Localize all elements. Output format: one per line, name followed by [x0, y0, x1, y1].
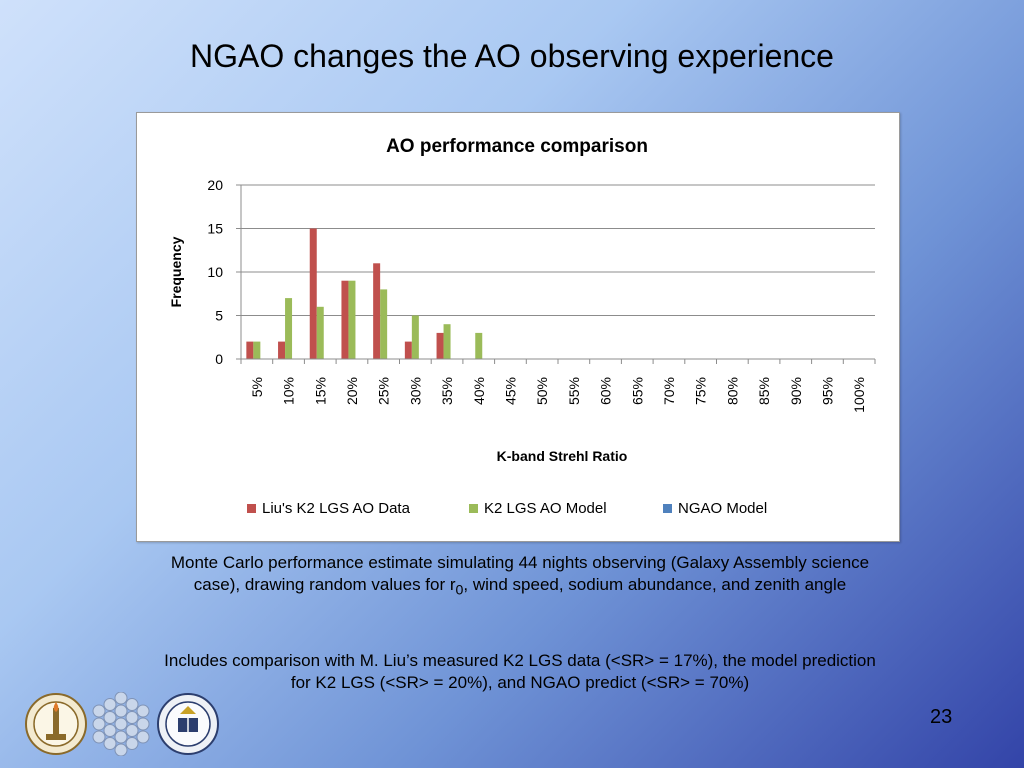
x-tick-label: 55%	[566, 377, 582, 405]
caption-1-text: Monte Carlo performance estimate simulat…	[170, 553, 870, 594]
slide-number: 23	[930, 706, 953, 728]
x-tick-label: 15%	[312, 377, 328, 405]
y-tick-label: 10	[207, 264, 223, 280]
bar-2	[411, 315, 419, 359]
x-tick-label: 70%	[661, 377, 677, 405]
caption-comparison: Includes comparison with M. Liu’s measur…	[164, 651, 876, 692]
chart-container: AO performance comparison 0 5 10 15 20 Frequen…	[136, 112, 900, 542]
x-tick-label: 60%	[598, 377, 614, 405]
chart-title: AO performance comparison	[386, 136, 648, 157]
bar-1	[278, 341, 286, 359]
x-tick-label: 95%	[819, 377, 835, 405]
bar-1	[309, 228, 317, 359]
x-tick-label: 90%	[788, 377, 804, 405]
bar-1	[341, 280, 349, 359]
caltech-seal-icon	[25, 693, 87, 755]
bar-2	[316, 306, 324, 359]
y-tick-label: 0	[215, 351, 223, 367]
caption-1-text-end: , wind speed, sodium abundance, and zeni…	[463, 575, 847, 594]
bar-1	[246, 341, 254, 359]
y-axis-label: Frequency	[168, 236, 184, 307]
bar-chart: AO performance comparison 0 5 10 15 20 Frequen…	[168, 136, 876, 517]
bar-2	[348, 280, 356, 359]
x-tick-label: 30%	[407, 377, 423, 405]
x-tick-label: 85%	[756, 377, 772, 405]
x-tick-label: 65%	[629, 377, 645, 405]
x-tick-label: 5%	[249, 377, 265, 397]
x-tick-label: 35%	[439, 377, 455, 405]
bar-1	[436, 332, 444, 359]
x-tick-label: 75%	[693, 377, 709, 405]
x-tick-label: 100%	[851, 377, 867, 413]
university-of-california-seal-icon	[157, 693, 219, 755]
caption-monte-carlo: Monte Carlo performance estimate simulat…	[160, 552, 880, 601]
bar-1	[404, 341, 412, 359]
legend-label-2: K2 LGS AO Model	[484, 500, 607, 517]
x-tick-label: 80%	[724, 377, 740, 405]
legend-swatch-3	[663, 504, 672, 513]
slide-title: NGAO changes the AO observing experience	[190, 38, 834, 74]
legend-swatch-1	[247, 504, 256, 513]
bar-2	[443, 324, 451, 359]
y-tick-label: 5	[215, 308, 223, 324]
legend-swatch-2	[469, 504, 478, 513]
bar-2	[253, 341, 261, 359]
x-axis-label: K-band Strehl Ratio	[497, 448, 628, 464]
bar-2	[285, 298, 293, 359]
legend-label-1: Liu's K2 LGS AO Data	[262, 500, 411, 517]
legend-label-3: NGAO Model	[678, 500, 767, 517]
logo-row	[24, 692, 224, 756]
bar-2	[475, 332, 483, 359]
x-tick-label: 20%	[344, 377, 360, 405]
keck-mirror-segments-icon	[92, 692, 150, 756]
x-tick-label: 50%	[534, 377, 550, 405]
y-tick-label: 15	[207, 221, 223, 237]
x-tick-label: 10%	[281, 377, 297, 405]
caption-1-subscript: 0	[455, 582, 464, 599]
bar-2	[380, 289, 388, 359]
y-tick-label: 20	[207, 177, 223, 193]
x-tick-label: 25%	[376, 377, 392, 405]
bar-1	[373, 263, 381, 359]
x-tick-label: 45%	[502, 377, 518, 405]
x-tick-label: 40%	[471, 377, 487, 405]
